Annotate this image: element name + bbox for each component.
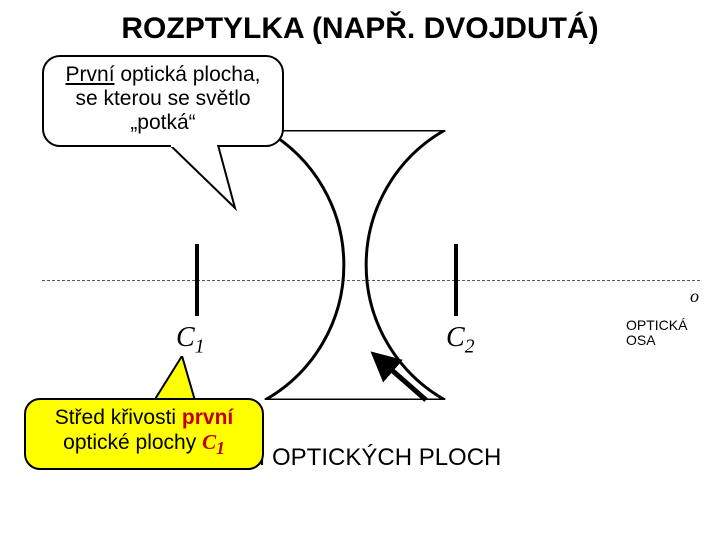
callout-bottom-line2: optické plochy C1 [40, 430, 248, 459]
arrow-c2-to-surface [360, 350, 450, 415]
c2-tick [454, 244, 458, 316]
bottom-partial-text: STI OPTICKÝCH PLOCH [228, 444, 501, 472]
callout-top-line2: se kterou se světlo [58, 87, 268, 111]
callout-first-surface-tail [170, 145, 260, 215]
page-title: ROZPTYLKA (NAPŘ. DVOJDUTÁ) [0, 12, 720, 46]
axis-caption: OPTICKÁ OSA [626, 318, 687, 349]
c1-label: C1 [176, 322, 204, 359]
c1-tick [195, 244, 199, 316]
callout-center-curvature: Střed křivosti první optické plochy C1 [24, 398, 264, 470]
diagram-root: ROZPTYLKA (NAPŘ. DVOJDUTÁ) C1 C2 o OPTIC… [0, 0, 720, 540]
c2-label: C2 [446, 322, 474, 359]
callout-first-surface: První optická plocha, se kterou se světl… [42, 55, 284, 147]
callout-top-line1: První optická plocha, [58, 63, 268, 87]
callout-bottom-line1: Střed křivosti první [40, 406, 248, 430]
axis-o-label: o [690, 286, 699, 307]
callout-top-line3: „potká“ [58, 111, 268, 135]
